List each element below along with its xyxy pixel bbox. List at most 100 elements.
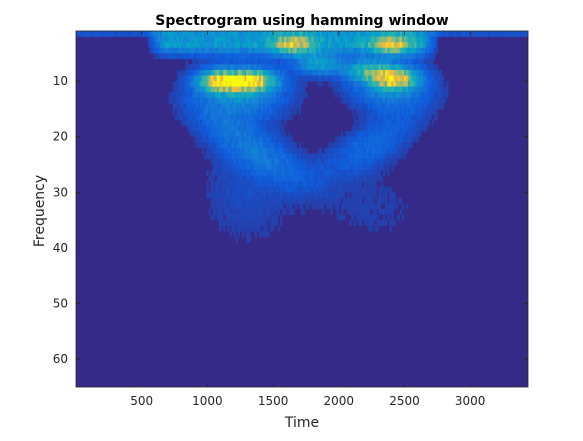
heatmap-cell (290, 175, 293, 182)
heatmap-cell (332, 186, 335, 193)
heatmap-cell (258, 97, 262, 104)
heatmap-cell (387, 42, 390, 48)
heatmap-cell (389, 186, 392, 193)
heatmap-cell (179, 81, 182, 87)
heatmap-cell (406, 108, 409, 115)
heatmap-cell (378, 86, 382, 93)
heatmap-cell (492, 31, 495, 37)
heatmap-cell (258, 220, 262, 226)
heatmap-cell (239, 142, 243, 149)
heatmap-cell (307, 42, 310, 48)
heatmap-cell (267, 203, 270, 210)
heatmap-cells (76, 31, 529, 243)
heatmap-cell (151, 42, 155, 48)
heatmap-cell (261, 103, 264, 110)
heatmap-cell (296, 175, 300, 182)
heatmap-cell (212, 120, 216, 126)
heatmap-cell (387, 164, 390, 171)
heatmap-cell (183, 120, 186, 126)
heatmap-cell (355, 153, 359, 160)
heatmap-cell (355, 75, 359, 82)
heatmap-cell (265, 114, 268, 121)
heatmap-cell (172, 31, 176, 37)
heatmap-cell (221, 220, 224, 226)
heatmap-cell (208, 209, 211, 215)
heatmap-cell (395, 103, 398, 110)
heatmap-cell (391, 192, 394, 199)
heatmap-cell (292, 69, 295, 76)
heatmap-cell (408, 120, 411, 126)
heatmap-cell (149, 42, 152, 48)
heatmap-cell (225, 108, 228, 115)
heatmap-cell (147, 36, 150, 43)
heatmap-cell (244, 47, 247, 54)
heatmap-cell (239, 103, 243, 110)
heatmap-cell (248, 142, 251, 149)
heatmap-cell (380, 31, 384, 37)
heatmap-cell (298, 31, 302, 37)
heatmap-cell (244, 120, 247, 126)
heatmap-cell (235, 75, 239, 82)
heatmap-cell (364, 186, 367, 193)
heatmap-cell (256, 31, 260, 37)
heatmap-cell (218, 53, 222, 60)
heatmap-cell (317, 181, 321, 188)
heatmap-cell (305, 203, 308, 210)
heatmap-cell (191, 131, 195, 137)
heatmap-cell (410, 81, 413, 87)
heatmap-cell (258, 209, 262, 215)
heatmap-cell (298, 64, 302, 71)
heatmap-cell (208, 147, 211, 154)
heatmap-cell (275, 47, 279, 54)
heatmap-cell (269, 69, 272, 76)
heatmap-cell (273, 153, 277, 160)
heatmap-cell (193, 136, 197, 143)
heatmap-cell (424, 125, 428, 132)
heatmap-cell (254, 86, 258, 93)
heatmap-cell (364, 103, 367, 110)
heatmap-cell (269, 131, 272, 137)
heatmap-cell (143, 31, 146, 37)
heatmap-cell (361, 108, 365, 115)
heatmap-cell (418, 125, 422, 132)
heatmap-cell (351, 209, 354, 215)
heatmap-cell (336, 209, 340, 215)
heatmap-cell (292, 53, 295, 60)
heatmap-cell (326, 42, 329, 48)
heatmap-cell (387, 97, 390, 104)
heatmap-cell (385, 103, 388, 110)
heatmap-cell (397, 114, 401, 121)
heatmap-cell (231, 36, 234, 43)
heatmap-cell (403, 31, 407, 37)
heatmap-cell (303, 81, 306, 87)
heatmap-cell (422, 125, 426, 132)
heatmap-cell (263, 31, 266, 37)
heatmap-cell (221, 131, 224, 137)
heatmap-cell (279, 42, 283, 48)
heatmap-cell (208, 120, 211, 126)
heatmap-cell (256, 192, 260, 199)
heatmap-cell (347, 97, 350, 104)
heatmap-cell (324, 36, 327, 43)
heatmap-cell (349, 197, 352, 204)
heatmap-cell (261, 108, 264, 115)
heatmap-cell (353, 103, 356, 110)
heatmap-cell (153, 31, 157, 37)
heatmap-cell (332, 158, 335, 165)
heatmap-cell (239, 120, 243, 126)
x-tick-label: 500 (130, 394, 153, 408)
heatmap-cell (357, 103, 361, 110)
heatmap-cell (364, 209, 367, 215)
heatmap-cell (351, 103, 354, 110)
heatmap-cell (389, 225, 392, 232)
heatmap-cell (229, 214, 232, 221)
heatmap-cell (374, 31, 377, 37)
heatmap-cell (422, 75, 426, 82)
heatmap-cell (162, 36, 165, 43)
heatmap-cell (326, 47, 329, 54)
heatmap-cell (479, 31, 483, 37)
heatmap-cell (189, 103, 192, 110)
heatmap-cell (206, 147, 209, 154)
heatmap-cell (195, 42, 199, 48)
heatmap-cell (441, 81, 445, 87)
